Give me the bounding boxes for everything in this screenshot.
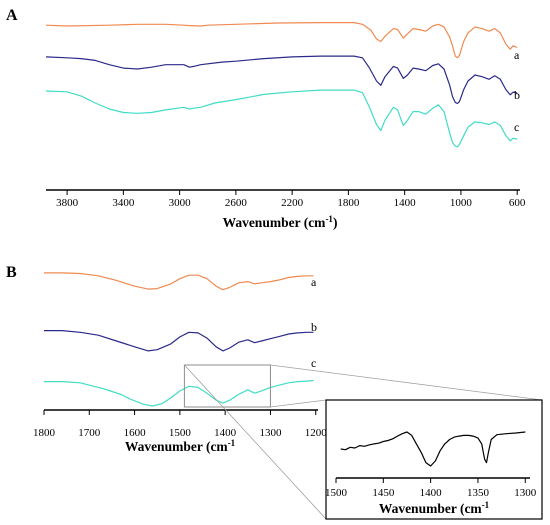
inset-tick-label: 1500 (325, 487, 348, 499)
panel-b-tick-label: 1800 (33, 427, 56, 439)
panel-b-tick-label: 1300 (259, 427, 282, 439)
inset-series-line (340, 431, 526, 467)
panel-b-series-line (44, 272, 314, 291)
panel-a-tick-label: 2600 (225, 197, 248, 209)
inset-tick-label: 1400 (420, 487, 443, 499)
inset-frame (325, 399, 543, 520)
panel-b-tick-label: 1200 (305, 427, 328, 439)
zoom-guide-lines (184, 364, 543, 520)
inset-tick-label: 1350 (467, 487, 490, 499)
panel-a-tick-label: 1400 (394, 197, 417, 209)
panel-a-tick-label: 1800 (337, 197, 360, 209)
panel-a-tick-label: 1000 (450, 197, 473, 209)
panel-a-tick-label: 2200 (281, 197, 304, 209)
panel-a-chart: 3800 3400 3000 2600 2200 1800 1400 1000 600 a b … (45, 22, 526, 230)
inset-chart: 1500 1450 1400 1350 1300 Wavenumber (cm-1 (325, 399, 543, 520)
guide-line (184, 364, 327, 520)
panel-a-tick-label: 3800 (56, 197, 79, 209)
panel-b-x-axis-title: Wavenumber (cm-1 (125, 438, 236, 454)
panel-b-label-c: c (311, 356, 316, 370)
panel-b-tick-label: 1700 (78, 427, 101, 439)
panel-b-label-b: b (311, 320, 317, 334)
panel-b-tick-label: 1500 (169, 427, 192, 439)
guide-line (270, 399, 327, 408)
panel-a-label-c: c (514, 120, 519, 134)
inset-tick-label: 1300 (514, 487, 537, 499)
guide-line (270, 364, 543, 401)
panel-label-b: B (6, 264, 17, 281)
inset-x-axis-title: Wavenumber (cm-1 (379, 500, 490, 516)
panel-b-chart: 1800 1700 1600 1500 1400 1300 1200 a b c Waven… (33, 272, 328, 454)
panel-a-label-a: a (514, 48, 520, 62)
panel-label-a: A (6, 7, 18, 24)
panel-a-tick-label: 600 (509, 197, 526, 209)
panel-b-series-line (44, 330, 314, 352)
panel-a-series-line (45, 22, 518, 59)
panel-a-tick-label: 3400 (112, 197, 135, 209)
panel-b-label-a: a (311, 275, 317, 289)
panel-a-series-line (45, 55, 518, 104)
panel-b-tick-label: 1600 (124, 427, 147, 439)
panel-b-series-line (44, 379, 314, 407)
panel-a-tick-label: 3000 (169, 197, 192, 209)
zoom-region-box (183, 364, 271, 408)
panel-b-tick-label: 1400 (214, 427, 237, 439)
panel-a-label-b: b (514, 88, 520, 102)
panel-a-x-axis-title: Wavenumber (cm-1) (223, 214, 338, 230)
inset-tick-label: 1450 (372, 487, 395, 499)
panel-a-series-line (45, 89, 518, 148)
